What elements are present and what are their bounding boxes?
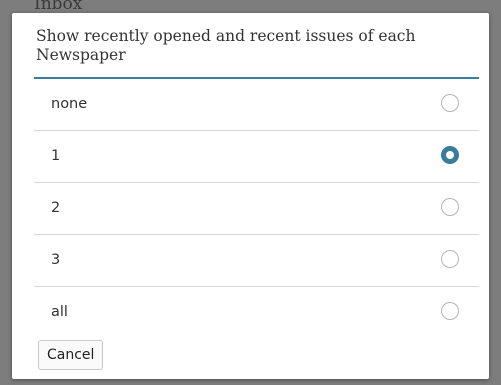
option-row[interactable]: 1 xyxy=(34,131,479,183)
cancel-button[interactable]: Cancel xyxy=(38,340,104,370)
radio-unselected[interactable] xyxy=(441,198,459,216)
option-label: 2 xyxy=(51,200,61,216)
title-divider xyxy=(34,77,479,79)
radio-unselected[interactable] xyxy=(441,250,459,268)
radio-unselected[interactable] xyxy=(441,302,459,320)
option-label: none xyxy=(51,96,88,112)
option-label: all xyxy=(51,304,68,320)
option-row[interactable]: none xyxy=(34,79,479,131)
background-title: Inbox xyxy=(34,0,83,14)
option-row[interactable]: 3 xyxy=(34,235,479,287)
option-row[interactable]: all xyxy=(34,287,479,338)
option-label: 1 xyxy=(51,148,61,164)
radio-selected[interactable] xyxy=(441,146,459,164)
option-list: none 1 2 3 all xyxy=(34,79,479,338)
radio-unselected[interactable] xyxy=(441,94,459,112)
option-label: 3 xyxy=(51,252,61,268)
dialog: Show recently opened and recent issues o… xyxy=(12,13,489,379)
option-row[interactable]: 2 xyxy=(34,183,479,235)
dialog-title: Show recently opened and recent issues o… xyxy=(36,27,416,64)
